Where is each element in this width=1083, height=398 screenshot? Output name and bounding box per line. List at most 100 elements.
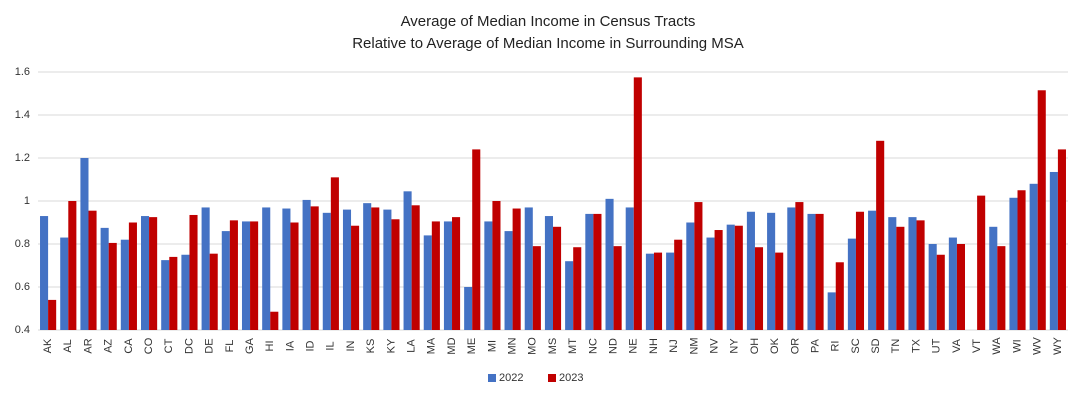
bar: [512, 208, 521, 330]
x-tick-label: WV: [1032, 336, 1044, 354]
bar: [330, 177, 339, 330]
x-tick-label: SC: [850, 338, 862, 353]
bar: [855, 211, 865, 330]
x-tick-label: AL: [62, 339, 74, 352]
x-tick-label: NY: [729, 338, 741, 354]
bar: [443, 221, 453, 330]
x-tick-label: MA: [426, 337, 438, 354]
bar: [391, 219, 400, 330]
x-tick-label: ND: [607, 338, 619, 354]
x-tick-label: ME: [466, 338, 478, 355]
bar: [492, 201, 501, 330]
x-tick-label: MT: [567, 338, 579, 354]
bar: [625, 207, 634, 330]
legend-label: 2022: [499, 372, 523, 384]
x-tick-label: RI: [830, 341, 842, 352]
bar: [371, 207, 380, 330]
bar: [868, 210, 877, 330]
bar: [948, 237, 957, 330]
bar: [734, 225, 743, 330]
y-tick-label: 1: [24, 195, 30, 207]
x-tick-label: OR: [789, 338, 801, 355]
bar: [754, 247, 764, 330]
x-tick-label: MN: [507, 337, 519, 354]
x-tick-label: DC: [183, 338, 195, 354]
bar: [653, 252, 663, 330]
chart-subtitle: Relative to Average of Median Income in …: [352, 35, 744, 52]
y-tick-label: 0.4: [15, 324, 30, 336]
bar: [573, 247, 582, 330]
x-tick-label: AZ: [103, 339, 115, 353]
x-tick-label: MD: [446, 337, 458, 354]
bar: [956, 244, 965, 330]
bar: [181, 254, 190, 330]
bar: [746, 211, 755, 330]
x-tick-label: VA: [951, 338, 963, 353]
y-tick-label: 1.6: [15, 66, 30, 78]
bar: [411, 205, 420, 330]
bar: [120, 239, 129, 330]
x-tick-label: AK: [42, 338, 54, 353]
bar: [553, 226, 562, 330]
bar: [141, 216, 150, 330]
bar: [383, 209, 392, 330]
bar: [60, 237, 69, 330]
x-tick-label: NE: [628, 338, 640, 353]
bar: [250, 221, 259, 330]
x-tick-label: NH: [648, 338, 660, 354]
bar: [916, 220, 925, 330]
bar: [706, 237, 715, 330]
legend-label: 2023: [559, 372, 583, 384]
bar: [149, 217, 158, 330]
bar: [674, 239, 683, 330]
x-tick-label: OH: [749, 338, 761, 355]
bar: [936, 254, 945, 330]
bar: [108, 242, 117, 330]
x-tick-label: WA: [991, 337, 1003, 355]
bar: [1017, 190, 1026, 330]
bar: [169, 256, 178, 330]
x-tick-label: CO: [143, 337, 155, 354]
legend-swatch: [488, 374, 496, 382]
x-tick-label: IL: [325, 341, 337, 350]
bar: [452, 217, 461, 330]
bar: [775, 252, 784, 330]
bar: [128, 222, 137, 330]
x-tick-label: CT: [163, 338, 175, 353]
bar: [666, 252, 675, 330]
bar: [88, 210, 97, 330]
bar: [928, 244, 937, 330]
bar: [807, 213, 816, 330]
bar: [645, 253, 654, 330]
bar: [351, 225, 360, 330]
bar: [686, 222, 695, 330]
bar: [908, 217, 917, 330]
bar: [209, 253, 218, 330]
bar: [282, 208, 291, 330]
bar: [189, 214, 198, 330]
bar: [1057, 149, 1066, 330]
bar: [201, 207, 210, 330]
bar: [48, 299, 57, 330]
x-tick-label: GA: [244, 337, 256, 354]
bar: [363, 203, 372, 330]
y-tick-label: 1.4: [15, 109, 30, 121]
x-tick-label: WY: [1052, 336, 1064, 354]
x-tick-label: NV: [708, 338, 720, 354]
bar: [585, 213, 594, 330]
x-tick-label: OK: [769, 337, 781, 354]
bar: [290, 222, 299, 330]
bar: [847, 238, 856, 330]
bar: [835, 262, 844, 330]
x-tick-label: NC: [587, 338, 599, 354]
bar: [322, 212, 331, 330]
x-tick-label: SD: [870, 338, 882, 353]
bar: [888, 217, 897, 330]
bar: [423, 235, 432, 330]
bar: [262, 207, 271, 330]
bar: [787, 207, 796, 330]
x-tick-label: TN: [890, 339, 902, 354]
y-tick-label: 0.8: [15, 238, 30, 250]
bar: [270, 311, 279, 330]
bar: [1049, 171, 1058, 330]
